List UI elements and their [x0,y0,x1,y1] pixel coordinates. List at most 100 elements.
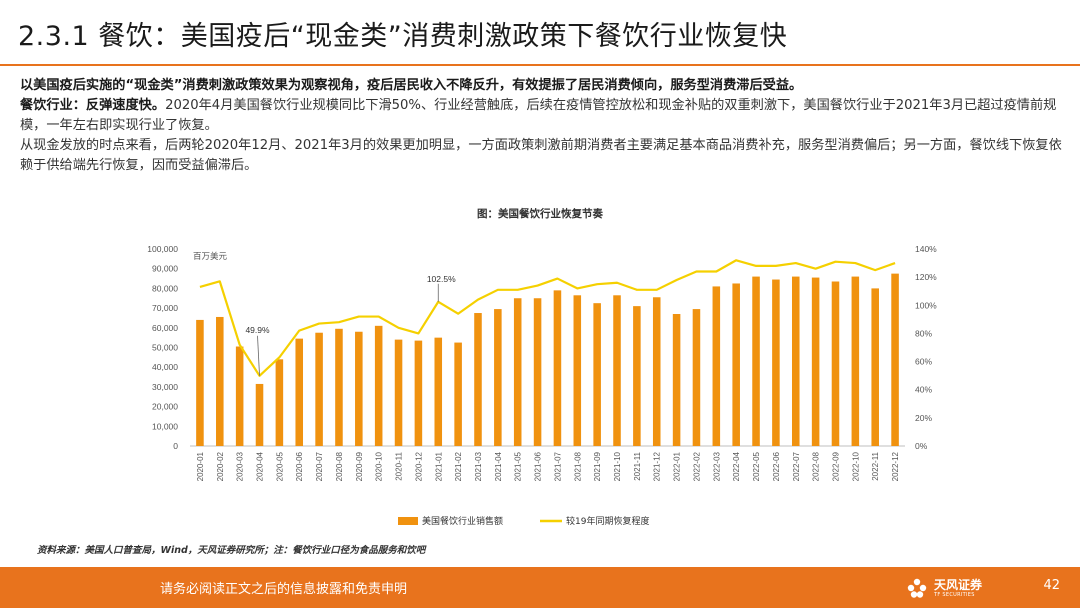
bar-2021-11 [633,306,641,446]
source-note: 资料来源：美国人口普查局，Wind，天风证券研究所；注：餐饮行业口径为食品服务和… [37,545,426,556]
bar-2020-12 [414,340,423,446]
bar-2021-12 [652,297,661,446]
bar-2022-07 [791,276,800,446]
page-title: 2.3.1 餐饮：美国疫后“现金类”消费刺激政策下餐饮行业恢复快 [18,21,788,52]
bar-2021-01 [434,337,443,446]
chart-title: 图：美国餐饮行业恢复节奏 [477,208,603,220]
x-tick-label: 2020-04 [256,451,265,481]
left-axis-tick: 40,000 [152,362,178,372]
bar-2022-06 [772,279,780,446]
x-tick-label: 2022-08 [812,451,821,481]
brand-name-en: TF SECURITIES [934,591,975,598]
body-text: 以美国疫后实施的“现金类”消费刺激政策效果为观察视角，疫后居民收入不降反升，有效… [20,76,1065,176]
page-number: 42 [1043,578,1060,593]
right-axis-tick: 80% [915,328,932,338]
x-tick-label: 2022-04 [732,451,741,481]
x-tick-label: 2022-11 [871,451,880,480]
footer-disclaimer: 请务必阅读正文之后的信息披露和免责申明 [160,582,408,597]
bar-2020-04 [255,383,264,446]
x-tick-label: 2020-12 [414,451,423,481]
bar-2020-02 [216,316,224,446]
x-tick-label: 2021-12 [653,451,662,481]
right-axis-tick: 140% [915,244,937,254]
bar-2020-03 [235,346,244,446]
bar-2022-04 [732,283,740,446]
bar-2021-09 [593,303,601,446]
x-tick-label: 2022-02 [692,451,701,481]
x-tick-label: 2021-07 [553,451,562,481]
x-tick-label: 2022-10 [851,451,860,481]
left-axis-tick: 50,000 [152,343,178,353]
x-tick-label: 2022-03 [712,451,721,481]
right-axis-tick: 60% [915,357,932,367]
legend-line-label: 较19年同期恢复程度 [566,515,649,527]
bar-2021-10 [613,295,621,446]
bar-2022-05 [752,276,760,446]
annotation-label: 102.5% [427,274,456,284]
title-divider [0,64,1080,66]
x-tick-label: 2020-08 [335,451,344,481]
x-tick-label: 2022-05 [752,451,761,481]
x-tick-label: 2020-01 [196,451,205,481]
paragraph-2: 餐饮行业：反弹速度快。2020年4月美国餐饮行业规模同比下滑50%、行业经营触底… [20,96,1065,136]
paragraph-3: 从现金发放的时点来看，后两轮2020年12月、2021年3月的效果更加明显，一方… [20,138,1062,173]
recovery-line [199,259,896,377]
bar-2021-07 [553,290,562,446]
bar-2020-05 [275,359,284,446]
bar-2021-06 [533,298,542,446]
x-tick-label: 2021-05 [514,451,523,481]
brand-name: 天风证券 [934,577,983,592]
bar-2021-08 [573,295,582,446]
legend-bar-swatch [398,517,418,525]
footer-bar: 请务必阅读正文之后的信息披露和免责申明 天风证券 TF SECURITIES 4… [0,567,1080,608]
right-axis-tick: 0% [915,441,928,451]
x-tick-label: 2021-03 [474,451,483,481]
x-tick-label: 2020-02 [216,451,225,481]
bar-2022-08 [811,277,820,446]
x-tick-label: 2022-12 [891,451,900,481]
legend-bar-label: 美国餐饮行业销售额 [422,515,503,527]
left-axis-tick: 30,000 [152,382,178,392]
x-tick-label: 2020-06 [295,451,304,481]
bar-2021-04 [494,309,502,446]
x-tick-label: 2020-10 [375,451,384,481]
left-axis-unit-label: 百万美元 [193,251,228,262]
annotation-label: 49.9% [245,325,270,335]
x-tick-label: 2022-09 [831,451,840,481]
bar-2022-11 [871,288,879,446]
bar-2020-08 [335,328,343,446]
left-axis-tick: 80,000 [152,283,178,293]
bar-2022-01 [672,314,681,446]
x-tick-label: 2021-01 [434,451,443,481]
x-tick-label: 2021-08 [573,451,582,481]
bar-2020-09 [355,331,363,446]
x-tick-label: 2022-06 [772,451,781,481]
bar-2021-05 [513,298,522,446]
bar-2022-10 [851,276,860,446]
x-tick-label: 2021-04 [494,451,503,481]
left-axis-tick: 100,000 [147,244,178,254]
bar-2020-01 [196,319,204,446]
right-axis-tick: 120% [915,272,937,282]
paragraph-2-body: 2020年4月美国餐饮行业规模同比下滑50%、行业经营触底，后续在疫情管控放松和… [20,98,1057,133]
x-tick-label: 2021-11 [633,451,642,480]
bar-2022-03 [712,286,721,446]
x-tick-label: 2022-01 [673,451,682,481]
paragraph-2-lead: 餐饮行业：反弹速度快。 [20,98,166,113]
bar-2022-02 [692,309,701,446]
x-tick-label: 2020-09 [355,451,364,481]
left-axis-tick: 60,000 [152,323,178,333]
x-tick-label: 2021-10 [613,451,622,481]
right-axis-tick: 100% [915,300,937,310]
x-tick-label: 2022-07 [792,451,801,481]
bar-2020-10 [374,325,383,446]
left-axis-tick: 90,000 [152,264,178,274]
bar-2020-06 [295,338,304,446]
x-tick-label: 2020-07 [315,451,324,481]
bar-2020-11 [394,339,403,446]
annotation-leader [257,335,260,376]
x-tick-label: 2020-11 [395,451,404,480]
x-tick-label: 2020-05 [275,451,284,481]
bar-2022-12 [891,273,899,446]
bar-2022-09 [831,281,840,446]
